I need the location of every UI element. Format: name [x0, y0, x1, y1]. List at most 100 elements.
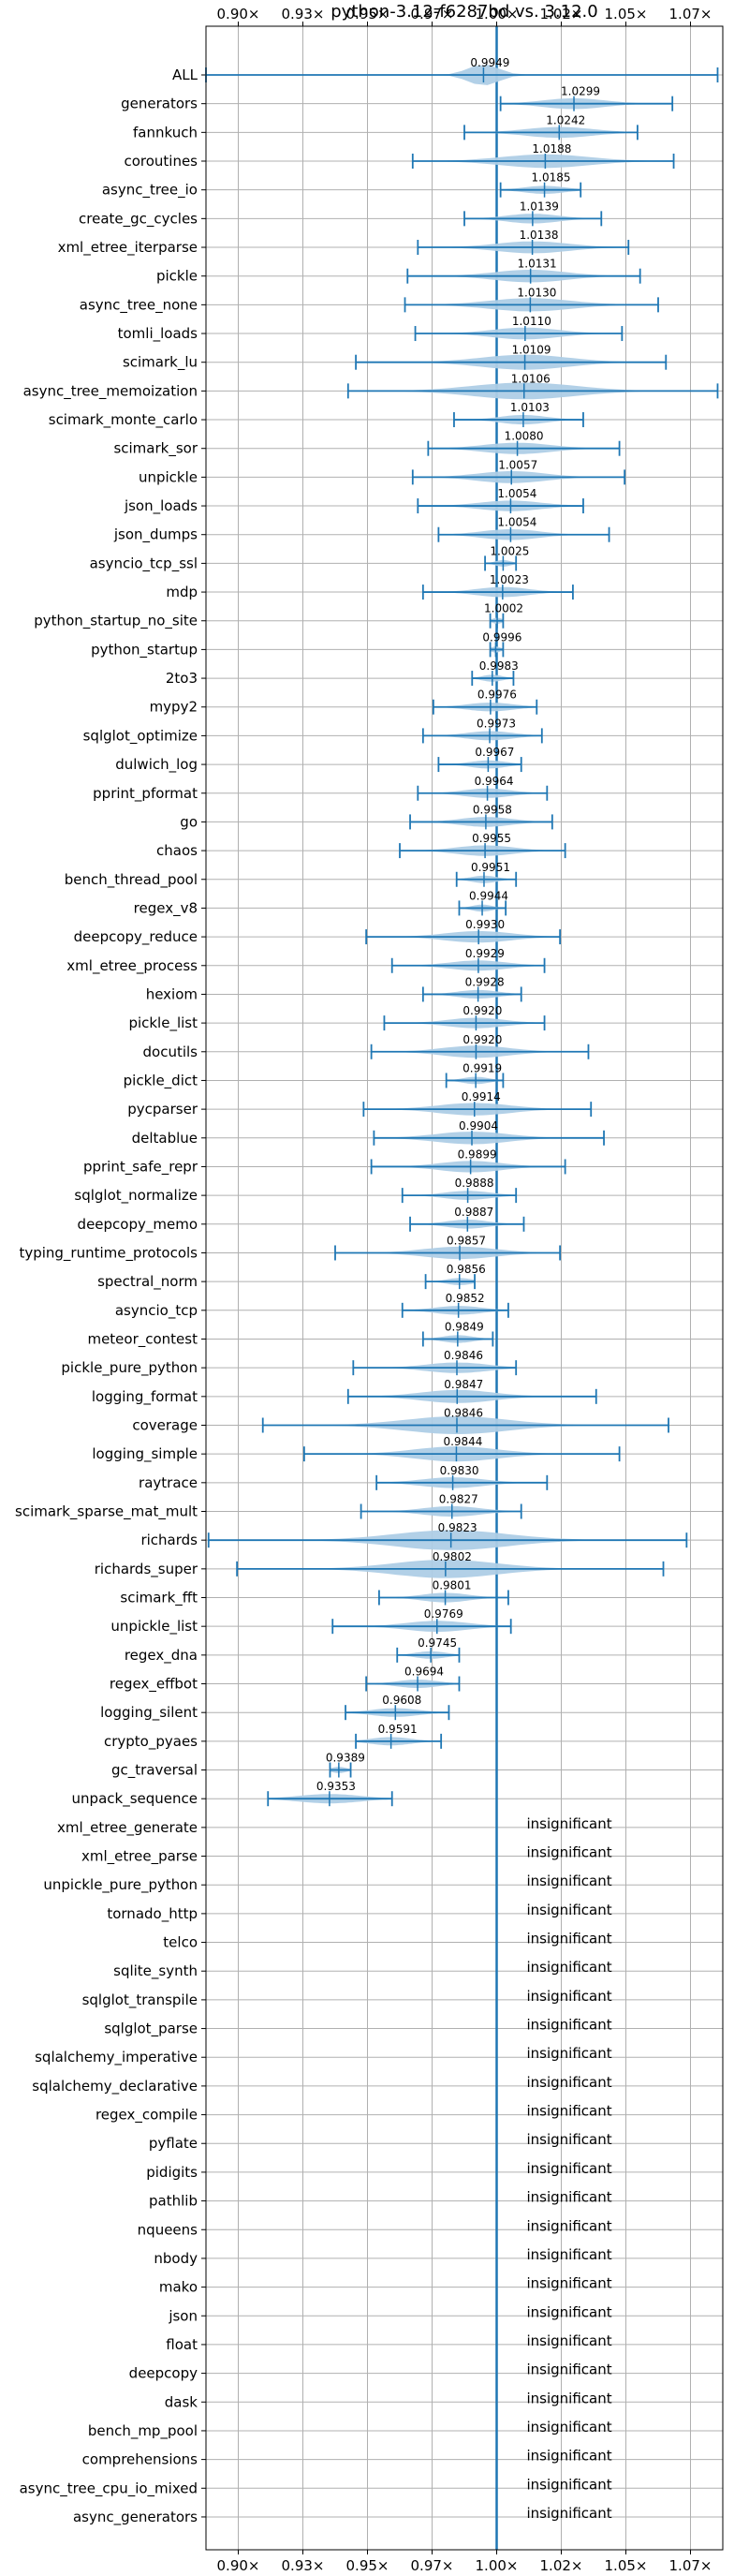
mean-value-label: 1.0131: [518, 258, 557, 271]
benchmark-label: sqlglot_transpile: [82, 1991, 198, 2009]
benchmark-label: coroutines: [124, 153, 198, 170]
mean-value-label: 1.0002: [484, 602, 523, 615]
benchmark-label: nbody: [154, 2250, 198, 2267]
benchmark-label: ALL: [172, 67, 198, 83]
mean-value-label: 0.9949: [470, 56, 509, 69]
mean-value-label: 1.0023: [490, 573, 529, 586]
benchmark-label: meteor_contest: [87, 1330, 198, 1348]
benchmark-label: pyflate: [149, 2135, 198, 2152]
benchmark-label: unpack_sequence: [72, 1790, 198, 1808]
benchmark-label: xml_etree_generate: [57, 1819, 198, 1837]
mean-value-label: 0.9983: [479, 659, 519, 673]
mean-value-label: 1.0299: [561, 85, 600, 98]
benchmark-label: async_tree_memoization: [23, 382, 198, 400]
x-tick-label-top: 1.02×: [540, 6, 583, 22]
insignificant-label: insignificant: [527, 2275, 612, 2292]
benchmark-label: pickle_list: [128, 1014, 198, 1032]
benchmark-label: telco: [163, 1934, 198, 1951]
mean-value-label: 0.9694: [404, 1666, 444, 1679]
benchmark-label: coverage: [132, 1416, 198, 1433]
benchmark-label: unpickle: [139, 468, 198, 485]
benchmark-label: mypy2: [150, 699, 198, 716]
mean-value-label: 0.9996: [482, 630, 521, 644]
mean-value-label: 0.9929: [465, 947, 505, 960]
chart-title: python-3.12-f6287bd vs. 3.12.0: [330, 2, 597, 22]
benchmark-label: python_startup: [91, 641, 198, 659]
x-tick-label-bottom: 1.07×: [669, 2557, 712, 2574]
benchmark-label: pycparser: [127, 1101, 198, 1118]
benchmark-label: regex_v8: [134, 899, 198, 917]
insignificant-label: insignificant: [527, 2390, 612, 2406]
mean-value-label: 0.9846: [444, 1349, 483, 1362]
benchmark-label: regex_effbot: [110, 1676, 198, 1694]
benchmark-label: gc_traversal: [111, 1762, 198, 1780]
mean-value-label: 0.9904: [459, 1119, 498, 1133]
benchmark-label: go: [180, 813, 198, 830]
benchmark-label: sqlite_synth: [113, 1962, 198, 1980]
x-tick-label-top: 0.97×: [411, 6, 454, 22]
benchmark-label: raytrace: [139, 1474, 198, 1491]
x-tick-label-top: 0.95×: [346, 6, 389, 22]
mean-value-label: 1.0110: [512, 315, 551, 328]
plot-frame: [205, 25, 724, 2551]
benchmark-label: scimark_lu: [123, 354, 198, 372]
benchmark-label: xml_etree_process: [66, 957, 198, 975]
benchmark-label: richards: [140, 1532, 198, 1548]
insignificant-label: insignificant: [527, 2361, 612, 2378]
mean-value-label: 1.0185: [532, 171, 571, 185]
benchmark-label: hexiom: [146, 985, 198, 1002]
x-tick-label-top: 1.07×: [669, 6, 712, 22]
mean-value-label: 1.0025: [490, 544, 529, 557]
mean-value-label: 0.9830: [440, 1464, 479, 1477]
benchmark-label: scimark_fft: [120, 1590, 198, 1607]
benchmark-label: dulwich_log: [115, 756, 198, 774]
mean-value-label: 1.0139: [520, 200, 559, 213]
label-layer: ALL generators fannkuch coroutines async_tre…: [15, 56, 612, 2526]
insignificant-label: insignificant: [527, 1959, 612, 1976]
mean-value-label: 0.9930: [465, 918, 505, 931]
x-tick-label-top: 0.93×: [282, 6, 325, 22]
insignificant-label: insignificant: [527, 1931, 612, 1947]
mean-value-label: 0.9920: [463, 1033, 502, 1046]
benchmark-label: logging_format: [92, 1388, 198, 1406]
x-tick-label-bottom: 0.93×: [282, 2557, 325, 2574]
x-tick-label-bottom: 1.02×: [540, 2557, 583, 2574]
benchmark-label: spectral_norm: [97, 1273, 198, 1291]
mean-value-label: 0.9801: [433, 1579, 472, 1592]
mean-value-label: 0.9745: [418, 1636, 457, 1650]
benchmark-label: xml_etree_iterparse: [58, 239, 198, 257]
mean-value-label: 1.0106: [511, 372, 551, 385]
insignificant-label: insignificant: [527, 1902, 612, 1918]
benchmark-label: async_tree_cpu_io_mixed: [20, 2480, 198, 2497]
mean-value-label: 0.9973: [477, 717, 516, 730]
mean-value-label: 0.9389: [326, 1752, 365, 1765]
mean-value-label: 0.9846: [444, 1406, 483, 1419]
benchmark-label: deepcopy: [129, 2365, 198, 2382]
insignificant-label: insignificant: [527, 2074, 612, 2091]
benchmark-label: scimark_monte_carlo: [49, 411, 198, 429]
benchmark-label: typing_runtime_protocols: [19, 1244, 198, 1262]
benchmark-label: scimark_sor: [113, 440, 198, 458]
mean-value-label: 0.9944: [469, 889, 508, 902]
benchmark-label: dask: [165, 2393, 198, 2410]
benchmark-label: fannkuch: [133, 124, 198, 141]
mean-value-label: 0.9899: [458, 1147, 497, 1161]
benchmark-label: crypto_pyaes: [104, 1733, 198, 1751]
benchmark-label: scimark_sparse_mat_mult: [15, 1503, 198, 1521]
mean-value-label: 0.9769: [424, 1607, 463, 1621]
x-tick-label-bottom: 0.97×: [411, 2557, 454, 2574]
benchmark-label: unpickle_list: [110, 1618, 198, 1636]
benchmark-label: logging_simple: [92, 1445, 198, 1463]
mean-value-label: 1.0054: [497, 516, 536, 529]
insignificant-label: insignificant: [527, 2160, 612, 2177]
benchmark-label: async_tree_none: [80, 296, 198, 314]
benchmark-label: asyncio_tcp_ssl: [90, 555, 198, 572]
benchmark-label: bench_thread_pool: [65, 871, 198, 889]
x-tick-label-bottom: 0.90×: [217, 2557, 260, 2574]
mean-value-label: 0.9849: [445, 1320, 484, 1333]
mean-value-label: 1.0242: [546, 113, 585, 126]
benchmark-label: pprint_safe_repr: [83, 1158, 198, 1176]
insignificant-label: insignificant: [527, 2476, 612, 2493]
